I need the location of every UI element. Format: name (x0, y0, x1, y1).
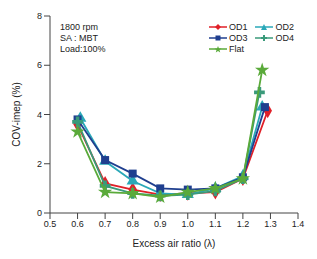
svg-text:1.2: 1.2 (237, 219, 250, 229)
svg-text:0.6: 0.6 (71, 219, 84, 229)
svg-text:0: 0 (37, 208, 42, 218)
html-text:OD4: OD4 (275, 33, 294, 43)
html-text:OD2: OD2 (275, 22, 294, 32)
html-text:OD1: OD1 (229, 22, 248, 32)
svg-text:2: 2 (37, 159, 42, 169)
html-text:SA : MBT: SA : MBT (60, 33, 98, 43)
svg-text:COV-imep (%): COV-imep (%) (11, 82, 22, 146)
html-text:1800 rpm: 1800 rpm (60, 22, 98, 32)
svg-text:1.0: 1.0 (182, 219, 195, 229)
svg-text:0.8: 0.8 (126, 219, 139, 229)
svg-text:1.4: 1.4 (292, 219, 305, 229)
svg-text:8: 8 (37, 11, 42, 21)
html-text:Flat: Flat (229, 44, 244, 54)
svg-text:Excess air ratio (λ): Excess air ratio (λ) (133, 238, 216, 249)
svg-text:1.1: 1.1 (209, 219, 222, 229)
svg-text:1.3: 1.3 (264, 219, 277, 229)
svg-text:0.7: 0.7 (99, 219, 112, 229)
html-text:OD3: OD3 (229, 33, 248, 43)
svg-text:0.9: 0.9 (154, 219, 167, 229)
svg-text:4: 4 (37, 110, 42, 120)
svg-text:0.5: 0.5 (44, 219, 57, 229)
svg-text:6: 6 (37, 60, 42, 70)
html-text:Load:100%: Load:100% (60, 44, 106, 54)
